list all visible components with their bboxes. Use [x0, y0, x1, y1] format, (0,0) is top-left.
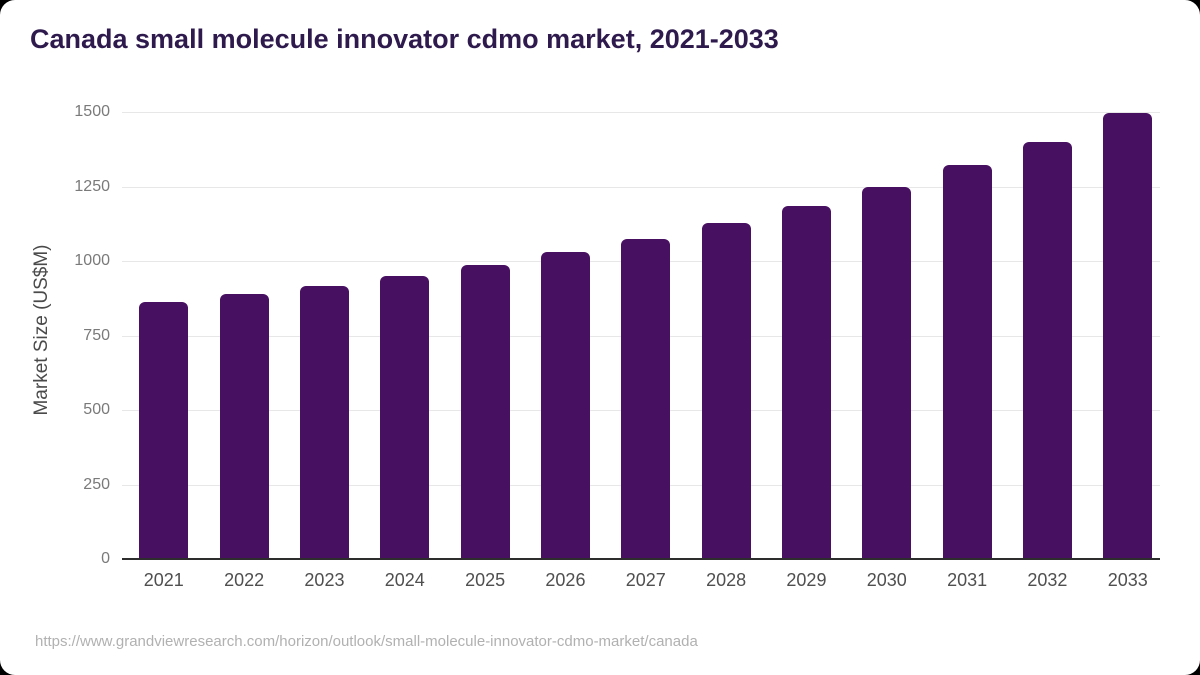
- source-url: https://www.grandviewresearch.com/horizo…: [35, 633, 698, 650]
- x-tick-label-2027: 2027: [625, 570, 666, 590]
- bar-2021[interactable]: [139, 302, 189, 559]
- y-tick-label-1500: 1500: [74, 103, 110, 120]
- bar-2030[interactable]: [862, 187, 912, 559]
- bar-2026[interactable]: [540, 251, 590, 559]
- x-tick-label-2029: 2029: [786, 570, 827, 590]
- bar-2028[interactable]: [701, 222, 751, 559]
- y-tick-label-500: 500: [83, 401, 110, 418]
- y-tick-label-750: 750: [83, 326, 110, 344]
- bar-2033[interactable]: [1103, 113, 1153, 559]
- bar-2031[interactable]: [942, 165, 992, 559]
- x-tick-label-2023: 2023: [304, 570, 345, 590]
- bar-2024[interactable]: [380, 275, 430, 559]
- gridline-1500: [122, 112, 1160, 113]
- x-tick-label-2024: 2024: [384, 570, 425, 590]
- x-axis-line: [122, 558, 1160, 560]
- x-tick-label-2022: 2022: [224, 570, 265, 590]
- x-tick-label-2032: 2032: [1027, 570, 1068, 590]
- bar-2027[interactable]: [621, 238, 671, 559]
- x-tick-label-2025: 2025: [465, 570, 506, 590]
- y-tick-label-1250: 1250: [74, 177, 110, 195]
- x-tick-label-2031: 2031: [947, 570, 988, 590]
- bar-2022[interactable]: [219, 293, 269, 559]
- x-tick-label-2030: 2030: [866, 570, 907, 590]
- x-tick-label-2021: 2021: [143, 570, 184, 590]
- bar-2029[interactable]: [781, 206, 831, 559]
- bar-2023[interactable]: [299, 285, 349, 559]
- bar-2032[interactable]: [1022, 141, 1072, 559]
- y-tick-label-0: 0: [101, 550, 110, 567]
- y-tick-label-250: 250: [83, 475, 110, 493]
- chart-title: Canada small molecule innovator cdmo mar…: [30, 24, 779, 54]
- y-tick-label-1000: 1000: [74, 252, 110, 269]
- bar-2025[interactable]: [460, 265, 510, 559]
- x-tick-label-2033: 2033: [1107, 570, 1148, 590]
- x-tick-label-2026: 2026: [545, 570, 586, 590]
- gridline-1250: [122, 186, 1160, 188]
- x-tick-label-2028: 2028: [706, 570, 747, 590]
